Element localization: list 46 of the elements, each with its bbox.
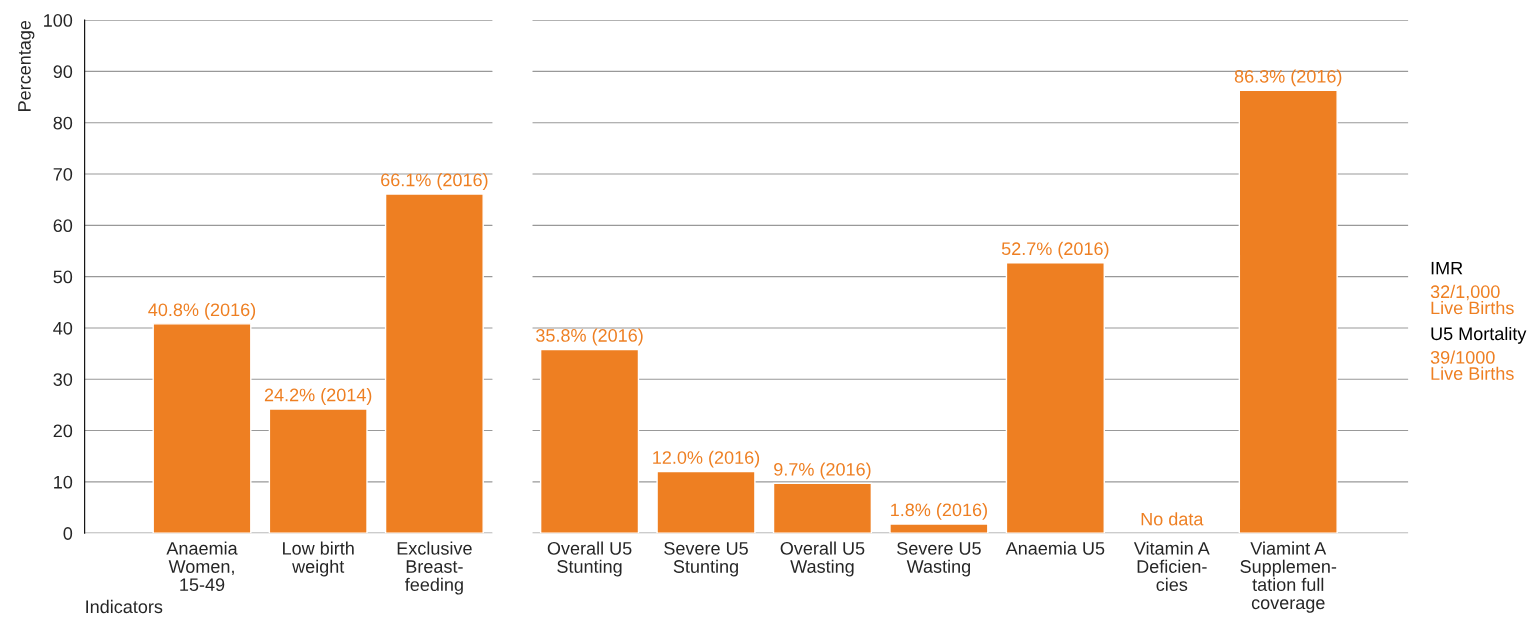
x-tick-label: Low birth weight: [283, 541, 354, 577]
x-tick-label: Severe U5 Stunting: [664, 541, 748, 577]
data-label: 35.8% (2016): [536, 328, 643, 346]
x-tick-label: Anaemia U5: [1005, 541, 1105, 555]
bar: [889, 523, 989, 534]
y-tick-label: 30: [53, 373, 73, 386]
bar: [539, 348, 640, 534]
x-tick-label: Overall U5 Wasting: [780, 541, 865, 577]
y-tick-label: 60: [53, 219, 73, 233]
text: No data: [1141, 512, 1204, 526]
y-tick-label: 10: [54, 475, 73, 489]
x-axis-title: Indicators: [86, 599, 163, 614]
y-tick-label: 100: [44, 14, 73, 27]
data-label: 86.3% (2016): [1234, 69, 1342, 87]
bar: [656, 470, 756, 534]
data-label: 1.8% (2016): [891, 503, 987, 520]
y-tick-label: 20: [53, 424, 73, 438]
text: U5 Mortality: [1431, 326, 1527, 344]
bar: [772, 482, 873, 534]
x-tick-label: Overall U5 Stunting: [547, 541, 632, 577]
bar: [384, 193, 484, 534]
x-tick-label: Anaemia Women, 15-49: [166, 541, 238, 592]
y-tick-label: 0: [63, 527, 73, 540]
y-tick-label: 80: [53, 116, 73, 130]
data-label: 66.1% (2016): [381, 173, 488, 190]
x-tick-label: Severe U5 Wasting: [897, 541, 981, 577]
data-label: 12.0% (2016): [653, 450, 760, 468]
x-tick-label: Viamint A Supplemen- tation full coverage: [1240, 541, 1337, 613]
data-label: 24.2% (2014): [264, 388, 372, 405]
bar: [1005, 262, 1105, 534]
text: IMR: [1431, 261, 1463, 275]
y-tick-label: 70: [53, 167, 73, 181]
bar: [1238, 89, 1338, 534]
x-tick-label: Exclusive Breast- feeding: [397, 541, 472, 595]
text: 32/1,000 Live Births: [1430, 284, 1514, 315]
y-tick-label: 50: [53, 270, 73, 284]
y-axis-title: Percentage: [18, 20, 35, 111]
y-tick-label: 40: [53, 321, 73, 335]
text: 39/1000 Live Births: [1430, 350, 1514, 380]
data-label: 40.8% (2016): [148, 302, 256, 320]
x-tick-label: Vitamin A Deficien- cies: [1133, 541, 1210, 592]
data-label: 52.7% (2016): [1001, 241, 1109, 259]
bar: [268, 408, 368, 534]
bar: [152, 323, 252, 534]
y-tick-label: 90: [53, 65, 73, 79]
data-label: 9.7% (2016): [774, 462, 871, 480]
